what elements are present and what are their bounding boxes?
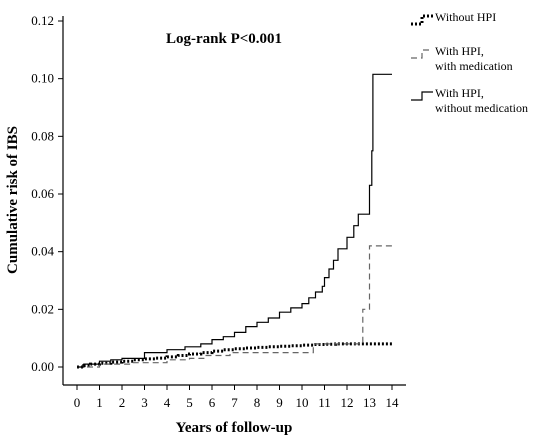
x-tick-label: 10 — [296, 395, 309, 410]
y-tick-label: 0.02 — [31, 301, 54, 316]
legend-label: without medication — [435, 101, 528, 115]
legend-label: With HPI, — [435, 44, 484, 58]
axes — [62, 16, 406, 386]
y-ticks: 0.00 0.02 0.04 0.06 0.08 0.10 0.12 — [31, 13, 63, 374]
x-tick-label: 0 — [74, 395, 81, 410]
legend-swatch — [411, 91, 433, 101]
x-tick-label: 14 — [386, 395, 400, 410]
y-tick-label: 0.10 — [31, 71, 54, 86]
series-line — [77, 245, 392, 368]
x-tick-label: 8 — [254, 395, 261, 410]
y-axis-title: Cumulative risk of IBS — [5, 126, 21, 274]
legend-label: With HPI, — [435, 86, 484, 100]
legend-label: with medication — [435, 59, 513, 73]
x-tick-label: 6 — [209, 395, 216, 410]
log-rank-annotation: Log-rank P<0.001 — [166, 31, 282, 47]
series-layer — [77, 73, 392, 369]
x-tick-label: 11 — [318, 395, 331, 410]
series-line — [77, 73, 392, 368]
legend-label: Without HPI — [435, 10, 496, 24]
x-axis-title: Years of follow-up — [176, 420, 293, 436]
x-tick-label: 7 — [231, 395, 238, 410]
x-tick-label: 9 — [276, 395, 283, 410]
x-tick-label: 5 — [186, 395, 193, 410]
y-tick-label: 0.06 — [31, 186, 54, 201]
series-line — [77, 342, 392, 369]
x-tick-label: 3 — [141, 395, 148, 410]
y-tick-label: 0.04 — [31, 244, 54, 259]
x-tick-label: 12 — [341, 395, 354, 410]
y-tick-label: 0.08 — [31, 128, 54, 143]
x-tick-label: 1 — [96, 395, 103, 410]
y-tick-label: 0.12 — [31, 13, 54, 28]
x-tick-label: 2 — [119, 395, 126, 410]
x-tick-label: 4 — [164, 395, 171, 410]
legend-swatch — [411, 14, 433, 26]
legend-swatch — [411, 49, 433, 59]
y-tick-label: 0.00 — [31, 359, 54, 374]
x-tick-label: 13 — [363, 395, 376, 410]
x-ticks: 0 1 2 3 4 5 6 7 8 9 10 11 12 13 14 — [74, 385, 399, 410]
